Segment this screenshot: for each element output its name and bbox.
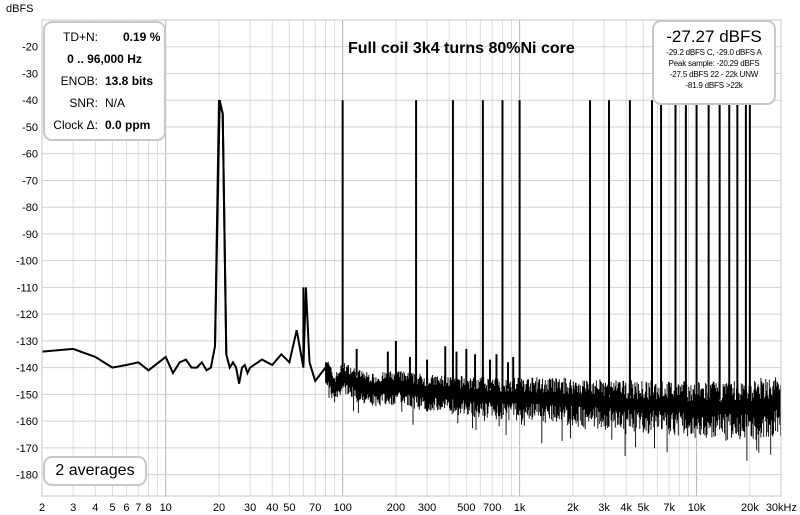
tdn-label: TD+N: [62, 30, 98, 44]
x-tick-label: 1k [514, 502, 526, 514]
enob-value: 13.8 bits [105, 74, 154, 88]
x-tick-label: 4k [620, 502, 632, 514]
x-tick-label: 10k [688, 502, 706, 514]
x-tick-label: 700 [483, 502, 501, 514]
x-tick-label: 8 [145, 502, 151, 514]
x-tick-label: 10 [160, 502, 172, 514]
x-tick-label: 7 [135, 502, 141, 514]
y-tick-label: -20 [22, 42, 38, 54]
x-tick-label: 5k [637, 502, 649, 514]
x-tick-label: 7k [663, 502, 675, 514]
y-tick-label: -150 [16, 389, 38, 401]
x-tick-label: 5 [109, 502, 115, 514]
x-tick-label: 4 [92, 502, 98, 514]
y-tick-label: -90 [22, 229, 38, 241]
noise-floor [325, 361, 781, 461]
x-tick-label: 6 [123, 502, 129, 514]
level-peak-sample: Peak sample: -20.29 dBFS [668, 59, 760, 68]
averages-badge: 2 averages [43, 456, 147, 486]
y-axis-unit-label: dBFS [6, 3, 34, 15]
enob-label: ENOB: [60, 74, 98, 88]
snr-value: N/A [105, 96, 126, 110]
spectrum-trace [41, 99, 782, 409]
plot-frame [41, 19, 782, 497]
tdn-value: 0.19 % [123, 30, 161, 44]
y-tick-label: -80 [22, 202, 38, 214]
level-weighted: -29.2 dBFS C, -29.0 dBFS A [666, 48, 762, 57]
x-tick-label: 40 [266, 502, 278, 514]
y-tick-label: -130 [16, 336, 38, 348]
y-axis-ticks: -20 -30 -40 -50 -60 -70 -80 -90 -100 -110 -120 -130… [16, 42, 38, 482]
x-tick-label: 2 [39, 502, 45, 514]
level-panel: -27.27 dBFS -29.2 dBFS C, -29.0 dBFS A P… [652, 20, 776, 105]
y-tick-label: -40 [22, 95, 38, 107]
y-tick-label: -160 [16, 416, 38, 428]
y-tick-label: -60 [22, 149, 38, 161]
y-tick-label: -180 [16, 470, 38, 482]
y-tick-label: -50 [22, 122, 38, 134]
fundamental-peak [214, 99, 228, 355]
x-axis-ticks: 2 3 4 5 6 7 8 10 20 30 40 50 70 100 200 300 500 700 1k 2k 3k… [39, 502, 797, 514]
stats-panel: TD+N: 0.19 % 0 .. 96,000 Hz ENOB: 13.8 b… [43, 21, 166, 141]
y-tick-label: -110 [17, 282, 38, 294]
level-main-value: -27.27 dBFS [666, 27, 762, 46]
y-tick-label: -140 [16, 363, 38, 375]
chart-title: Full coil 3k4 turns 80%Ni core [348, 40, 575, 57]
x-tick-label: 20 [213, 502, 225, 514]
x-tick-label: 300 [418, 502, 436, 514]
x-tick-label: 3 [70, 502, 76, 514]
x-tick-label: 70 [309, 502, 321, 514]
y-tick-label: -70 [22, 175, 38, 187]
x-tick-label: 50 [283, 502, 295, 514]
clock-label: Clock Δ: [53, 118, 98, 132]
level-above-22k: -81.9 dBFS >22k [685, 81, 743, 90]
x-tick-label: 30kHz [766, 502, 797, 514]
x-tick-label: 3k [598, 502, 610, 514]
plot-area [41, 99, 782, 461]
x-tick-label: 30 [244, 502, 256, 514]
level-unweighted: -27.5 dBFS 22 - 22k UNW [669, 70, 759, 79]
x-tick-label: 100 [333, 502, 351, 514]
x-tick-label: 20k [741, 502, 759, 514]
y-tick-label: -170 [16, 443, 38, 455]
x-tick-label: 200 [387, 502, 405, 514]
bandwidth-value: 0 .. 96,000 Hz [67, 52, 142, 66]
snr-label: SNR: [69, 96, 98, 110]
y-tick-label: -100 [16, 256, 38, 268]
y-tick-label: -30 [22, 68, 38, 80]
x-tick-label: 500 [457, 502, 475, 514]
y-tick-label: -120 [16, 309, 38, 321]
x-tick-label: 2k [567, 502, 579, 514]
clock-value: 0.0 ppm [105, 118, 151, 132]
